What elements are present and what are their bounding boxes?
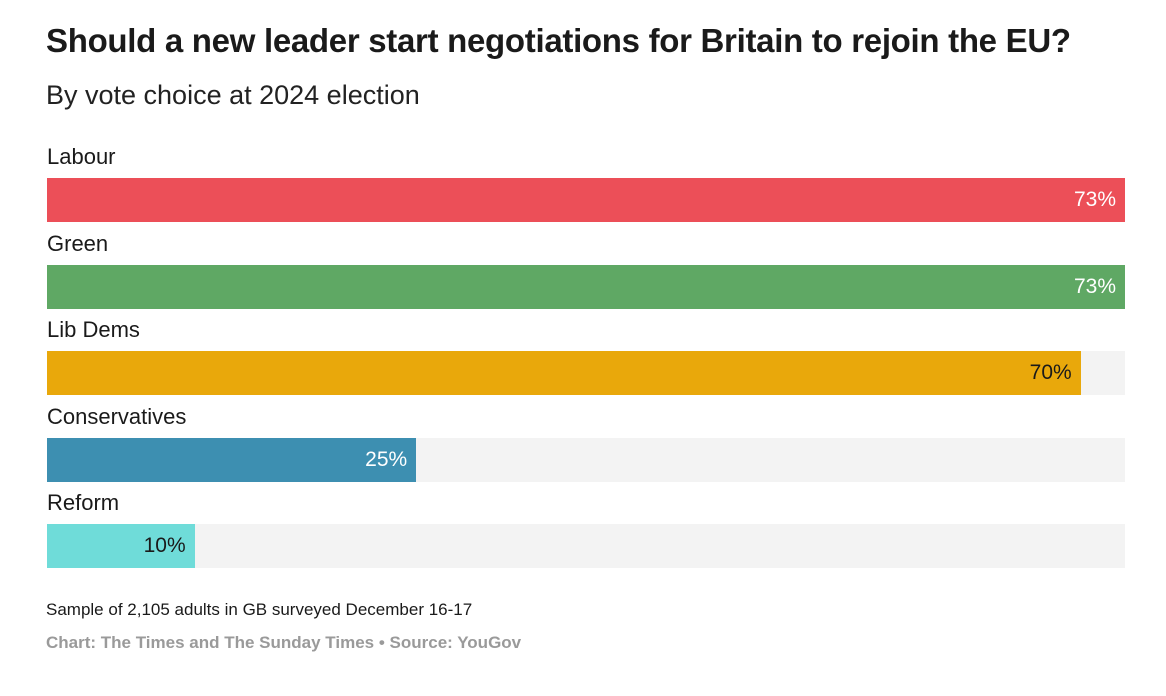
- value-label: 25%: [365, 447, 408, 471]
- bar-green: [47, 264, 1125, 309]
- chart-subtitle: By vote choice at 2024 election: [46, 80, 420, 110]
- category-label: Labour: [47, 144, 116, 169]
- category-label: Lib Dems: [47, 317, 140, 342]
- category-label: Reform: [47, 490, 120, 515]
- chart-title: Should a new leader start negotiations f…: [46, 22, 1071, 59]
- bar-row-conservatives: Conservatives 25%: [47, 400, 1125, 487]
- category-label: Conservatives: [47, 403, 187, 429]
- bar-lib-dems: [47, 351, 1081, 395]
- value-label: 73%: [1073, 274, 1116, 298]
- bar-row-lib-dems: Lib Dems 70%: [47, 313, 1125, 400]
- bar-chart: Labour 73% Green 73% Lib Dems 70% Conservative…: [47, 140, 1125, 573]
- value-label: 73%: [1073, 188, 1116, 211]
- bar-track: 70%: [47, 351, 1125, 395]
- value-label: 70%: [1029, 361, 1072, 384]
- value-label: 10%: [143, 534, 186, 557]
- bar-labour: [47, 178, 1125, 222]
- bar-row-labour: Labour 73%: [47, 140, 1125, 227]
- bar-row-green: Green 73%: [47, 227, 1125, 314]
- bar-track: 25%: [47, 437, 1125, 482]
- bar-row-reform: Reform 10%: [47, 486, 1125, 573]
- category-label: Green: [47, 230, 109, 256]
- bar-reform: [47, 524, 195, 568]
- bar-track: 73%: [47, 178, 1125, 222]
- source-credit: Chart: The Times and The Sunday Times • …: [46, 633, 522, 652]
- sample-note: Sample of 2,105 adults in GB surveyed De…: [46, 600, 473, 619]
- bar-track: 10%: [47, 524, 1125, 568]
- bar-conservatives: [47, 437, 417, 482]
- bar-track: 73%: [47, 264, 1125, 309]
